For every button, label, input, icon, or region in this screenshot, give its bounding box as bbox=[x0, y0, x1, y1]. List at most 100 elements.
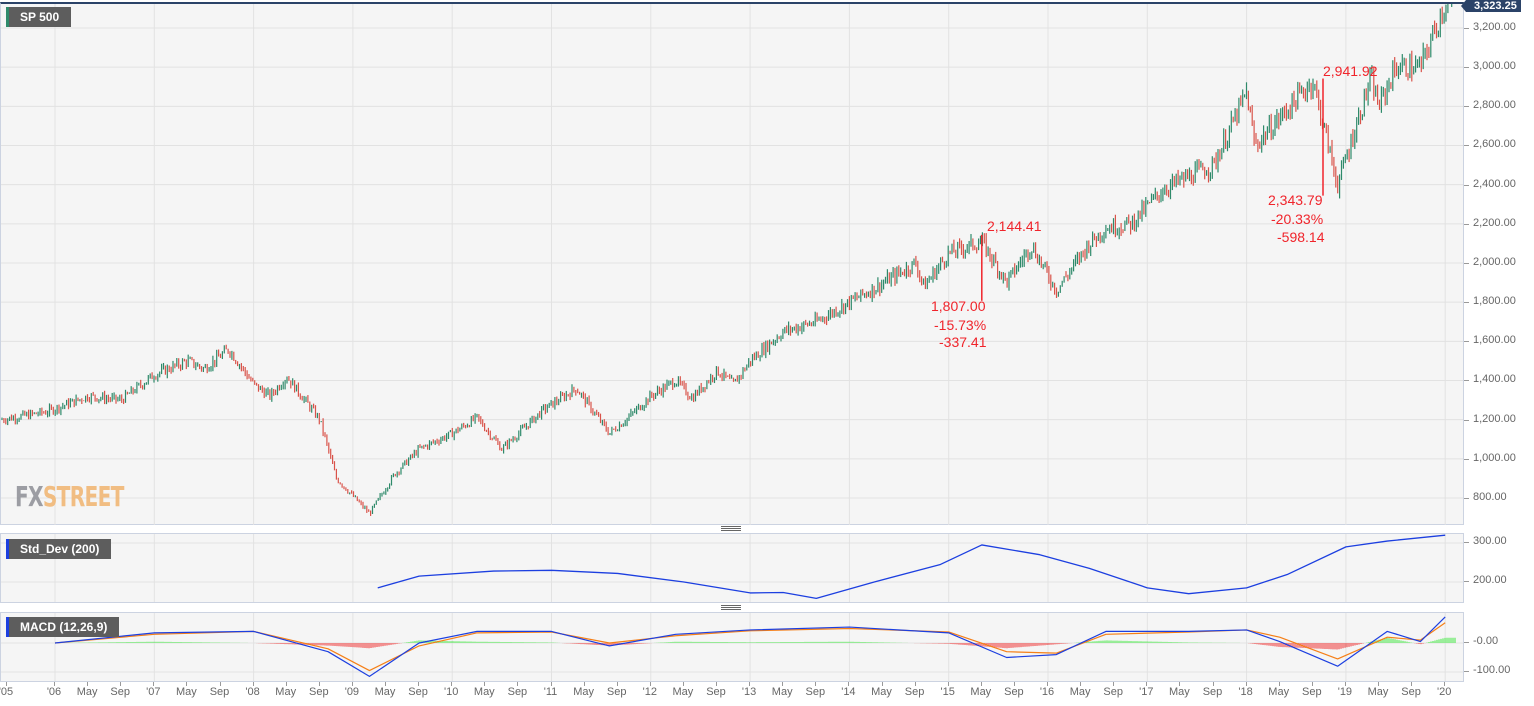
symbol-label: SP 500 bbox=[20, 10, 60, 24]
x-axis-label: May bbox=[970, 686, 992, 698]
panel-resize-handle[interactable] bbox=[721, 526, 741, 531]
x-axis-label: Sep bbox=[1401, 686, 1421, 698]
x-axis-label: May bbox=[1367, 686, 1389, 698]
ohlc-bars bbox=[1, 4, 1453, 516]
y-axis-tick bbox=[1464, 671, 1469, 672]
x-axis-label: '05 bbox=[0, 686, 14, 698]
x-axis-label: '08 bbox=[245, 686, 260, 698]
x-axis-tick bbox=[1378, 682, 1379, 686]
y-axis-tick bbox=[1464, 642, 1469, 643]
x-axis-label: '14 bbox=[841, 686, 856, 698]
annotation-peak-2015: 2,144.41 bbox=[987, 218, 1042, 234]
annotation-abs-2018: -598.14 bbox=[1277, 229, 1325, 245]
x-axis-tick bbox=[583, 682, 585, 686]
y-axis-tick bbox=[1464, 106, 1469, 108]
y-axis-tick bbox=[1464, 28, 1469, 29]
y-axis-label: -0.00 bbox=[1473, 635, 1499, 647]
x-axis-label: Sep bbox=[1103, 686, 1123, 698]
y-axis-tick bbox=[1464, 419, 1469, 421]
x-axis-label: May bbox=[771, 686, 793, 698]
x-axis-label: May bbox=[1268, 686, 1290, 698]
y-axis-label: 2,400.00 bbox=[1473, 177, 1516, 190]
std-dev-legend[interactable]: Std_Dev (200) bbox=[6, 539, 112, 559]
y-axis-label: 3,200.00 bbox=[1473, 21, 1516, 33]
x-axis-tick bbox=[451, 682, 453, 686]
x-axis-label: May bbox=[573, 686, 594, 698]
x-axis-tick bbox=[1245, 682, 1247, 686]
x-axis-label: May bbox=[672, 686, 694, 698]
x-axis-tick bbox=[252, 682, 254, 686]
y-axis-tick bbox=[1464, 341, 1469, 343]
y-axis-tick bbox=[1464, 380, 1469, 382]
x-axis-tick bbox=[285, 682, 287, 686]
x-axis-label: Sep bbox=[309, 686, 329, 698]
x-axis-tick bbox=[1013, 682, 1015, 686]
fxstreet-logo: FXSTREET bbox=[15, 480, 124, 513]
x-axis-label: '06 bbox=[46, 686, 62, 698]
annotation-trough-2015: 1,807.00 bbox=[931, 298, 986, 314]
x-axis-label: Sep bbox=[408, 686, 428, 698]
y-axis-label: 2,200.00 bbox=[1473, 216, 1516, 229]
std-dev-panel[interactable]: Std_Dev (200) bbox=[0, 533, 1464, 603]
x-axis-tick bbox=[484, 682, 486, 686]
y-axis-label: 1,400.00 bbox=[1473, 373, 1516, 386]
x-axis-label: Sep bbox=[904, 686, 925, 698]
panel-resize-handle[interactable] bbox=[721, 605, 741, 610]
x-axis-label: May bbox=[473, 686, 495, 698]
x-axis-tick bbox=[616, 682, 618, 686]
macd-legend[interactable]: MACD (12,26,9) bbox=[6, 617, 120, 637]
x-axis-label: Sep bbox=[507, 686, 528, 698]
x-axis-tick bbox=[385, 682, 386, 686]
y-axis-label: 2,800.00 bbox=[1473, 99, 1516, 112]
x-axis-label: '13 bbox=[741, 686, 757, 698]
x-axis-label: '18 bbox=[1238, 686, 1253, 698]
y-axis-tick bbox=[1464, 458, 1469, 460]
std-dev-label: Std_Dev (200) bbox=[20, 542, 100, 556]
y-axis-tick bbox=[1464, 145, 1469, 147]
x-axis-label: Sep bbox=[1004, 686, 1024, 698]
x-axis-tick bbox=[153, 682, 155, 686]
x-axis-tick bbox=[1146, 682, 1148, 686]
x-axis-tick bbox=[1179, 682, 1181, 686]
y-axis-label: 1,800.00 bbox=[1473, 295, 1516, 308]
y-axis-tick bbox=[1464, 581, 1469, 582]
x-axis-label: May bbox=[275, 686, 297, 698]
x-axis-label: '20 bbox=[1437, 686, 1452, 698]
symbol-legend[interactable]: SP 500 bbox=[6, 7, 72, 27]
x-axis-tick bbox=[649, 682, 651, 686]
x-axis-tick bbox=[749, 682, 751, 686]
y-axis-label: 200.00 bbox=[1473, 574, 1507, 586]
x-axis-tick bbox=[716, 682, 717, 686]
y-axis-tick bbox=[1464, 184, 1469, 186]
y-axis-tick bbox=[1464, 223, 1469, 225]
x-axis-label: Sep bbox=[1302, 686, 1322, 698]
price-chart-plot[interactable] bbox=[1, 4, 1463, 525]
x-axis-label: '12 bbox=[642, 686, 657, 698]
x-axis-tick bbox=[1344, 682, 1346, 686]
annotation-trough-2018: 2,343.79 bbox=[1268, 192, 1323, 208]
x-axis-label: '07 bbox=[146, 686, 161, 698]
x-axis-tick bbox=[1444, 682, 1446, 686]
x-axis-tick bbox=[219, 682, 221, 686]
x-axis-tick bbox=[351, 682, 353, 686]
x-axis-label: Sep bbox=[606, 686, 627, 698]
x-axis-tick bbox=[186, 682, 188, 686]
x-axis-tick bbox=[947, 682, 949, 686]
x-axis-label: May bbox=[374, 686, 396, 698]
x-axis-tick bbox=[1411, 682, 1413, 686]
x-axis-tick bbox=[782, 682, 784, 686]
annotation-pct-2015: -15.73% bbox=[934, 317, 987, 333]
x-axis-tick bbox=[517, 682, 519, 686]
x-axis-label: May bbox=[871, 686, 892, 698]
x-axis-label: May bbox=[1069, 686, 1091, 698]
macd-histogram bbox=[56, 637, 1456, 650]
x-axis-label: '15 bbox=[940, 686, 955, 698]
macd-plot[interactable] bbox=[1, 613, 1463, 681]
x-axis-tick bbox=[87, 682, 89, 686]
x-axis-label: '10 bbox=[444, 686, 459, 698]
x-axis-tick bbox=[6, 682, 7, 686]
price-chart-panel[interactable]: SP 500 FXSTREET bbox=[0, 2, 1464, 525]
x-axis-label: '16 bbox=[1039, 686, 1055, 698]
macd-panel[interactable]: MACD (12,26,9) bbox=[0, 612, 1464, 682]
std-dev-plot[interactable] bbox=[1, 534, 1463, 602]
